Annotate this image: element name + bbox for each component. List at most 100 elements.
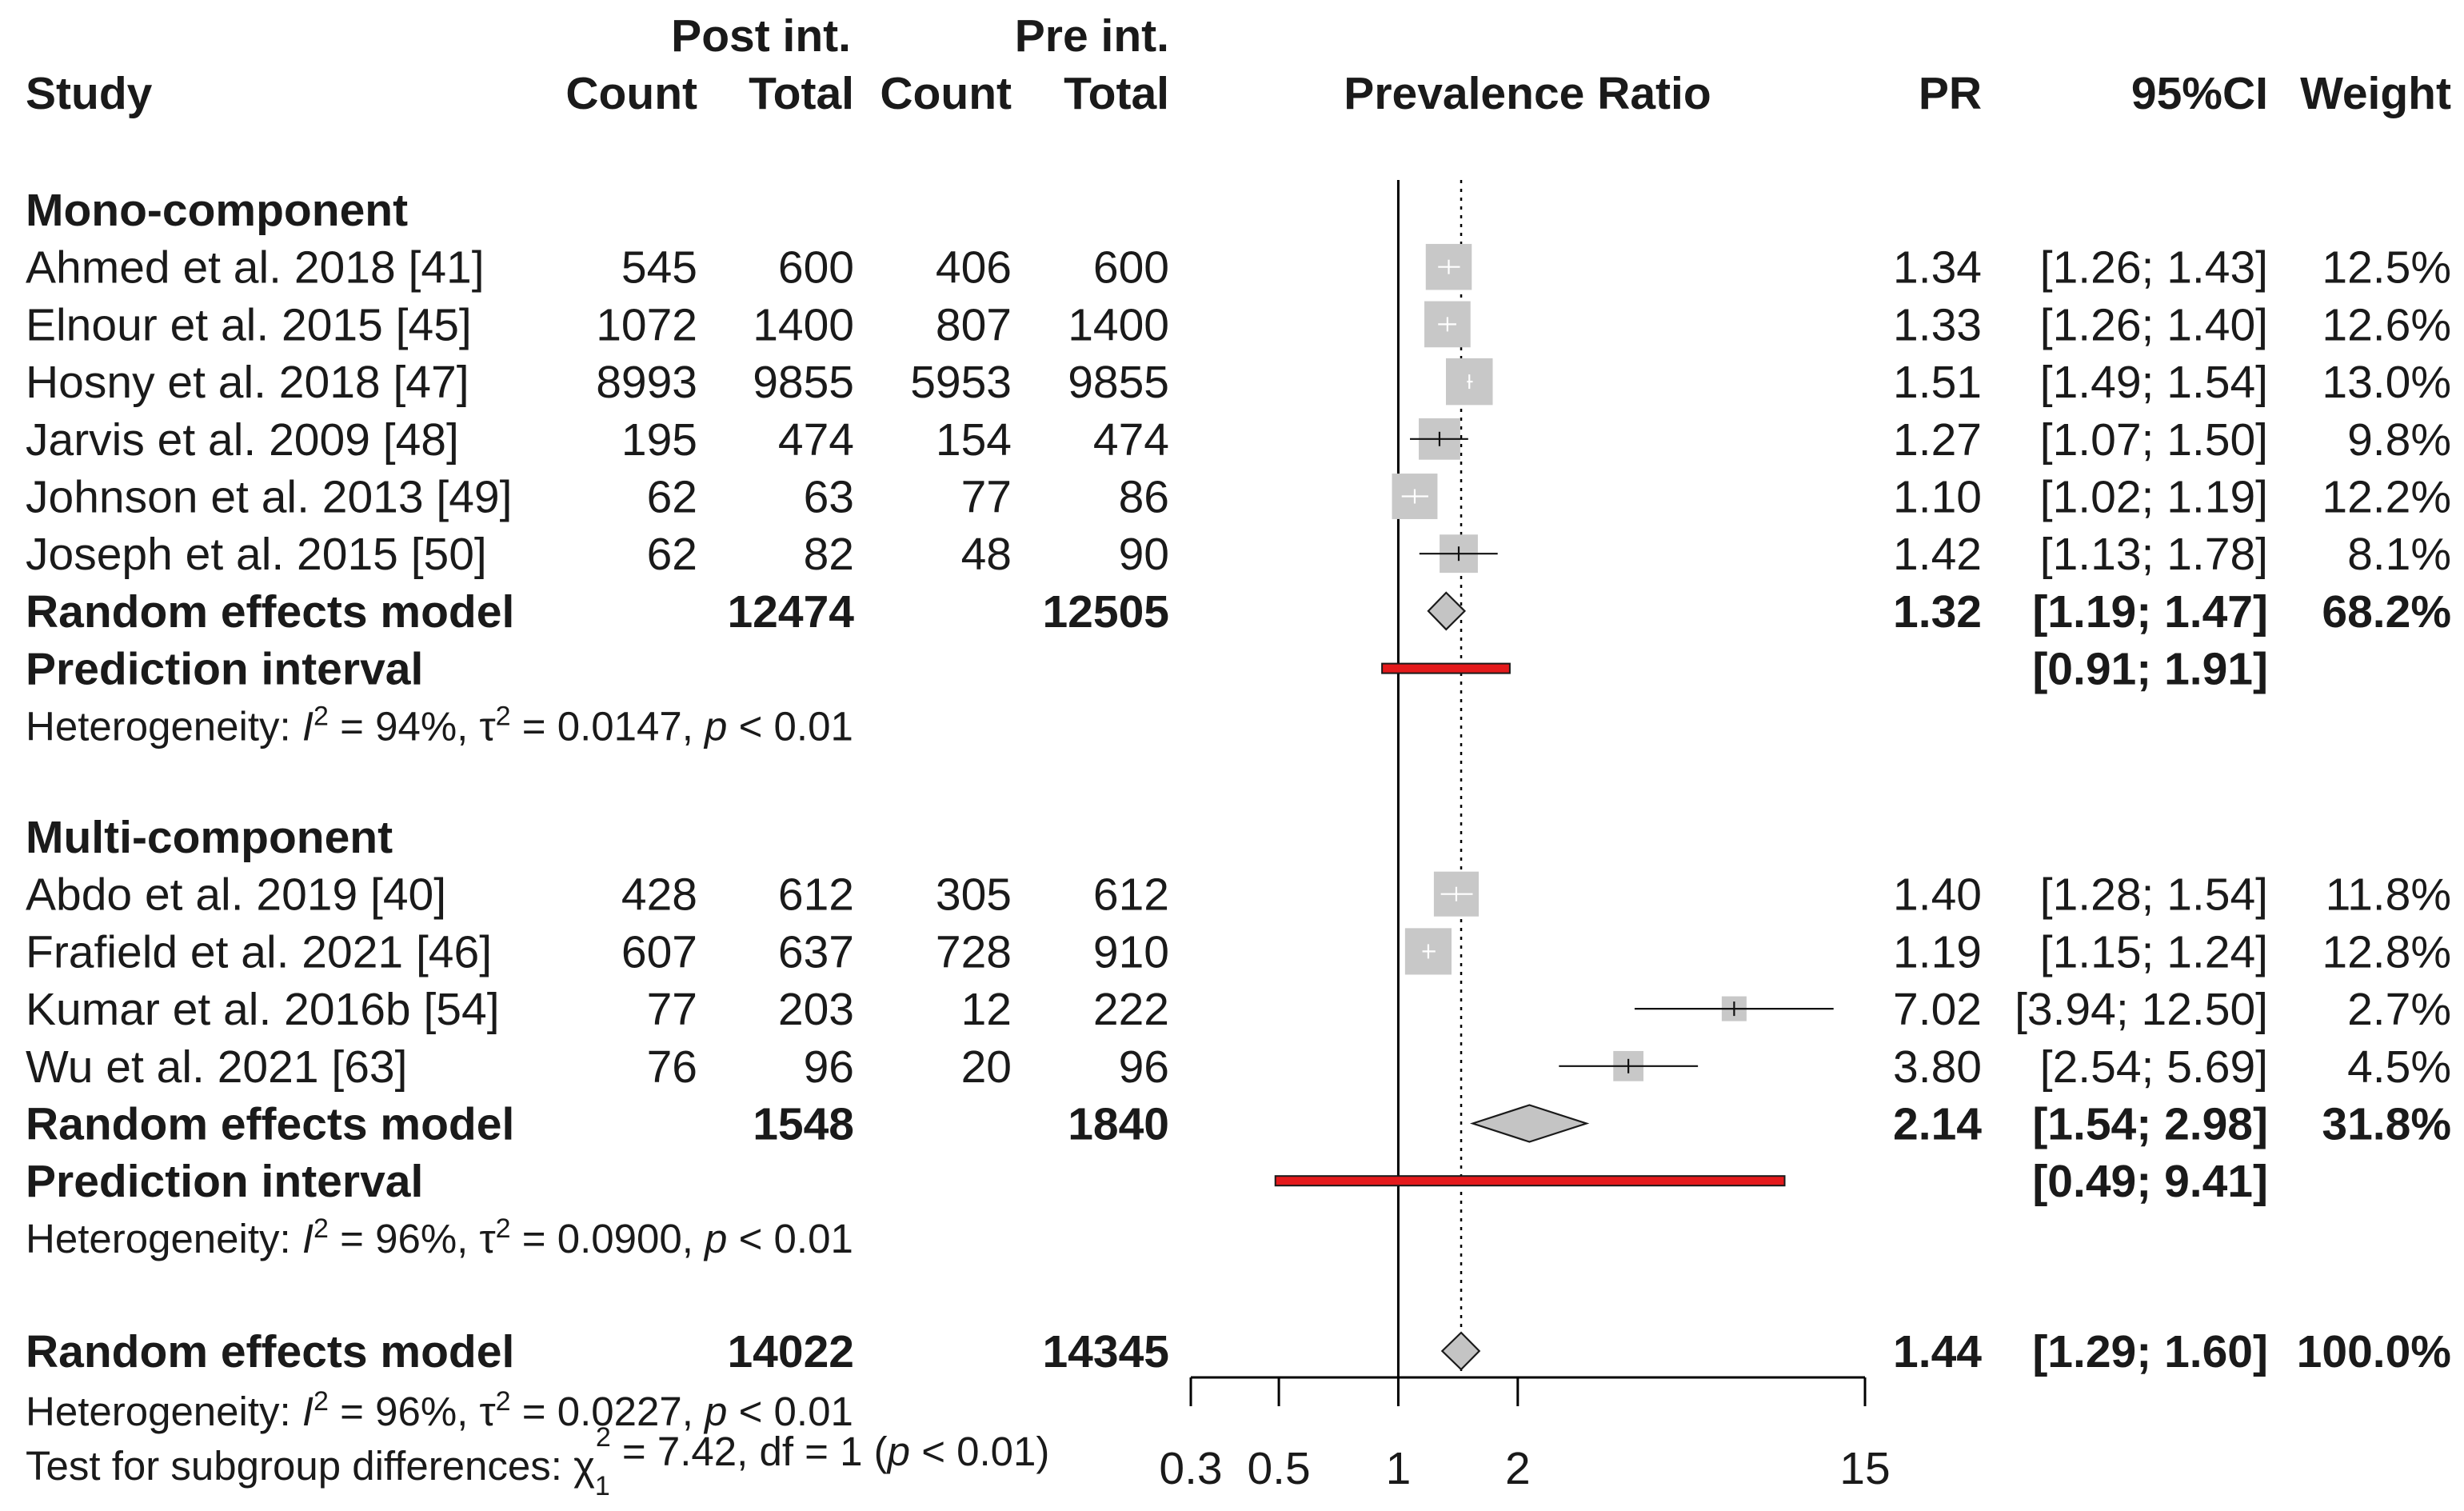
g0-study-0-post-count: 545: [621, 242, 697, 294]
g1-random-ci: [1.54; 2.98]: [2032, 1099, 2268, 1150]
g0-study-2-ci: [1.49; 1.54]: [2040, 357, 2268, 408]
g0-study-2-weight: 13.0%: [2322, 357, 2451, 408]
g1-prediction-label: Prediction interval: [26, 1156, 423, 1207]
g0-study-3-pr: 1.27: [1893, 414, 1982, 466]
g1-study-2-weight: 2.7%: [2347, 984, 2451, 1035]
x-tick-label-4: 15: [1839, 1443, 1890, 1494]
x-tick-label-3: 2: [1505, 1443, 1531, 1494]
g1-random-diamond: [1469, 1104, 1590, 1143]
g1-random-pr: 2.14: [1893, 1099, 1982, 1150]
g1-random-weight: 31.8%: [2322, 1099, 2451, 1150]
overall-heterogeneity: Heterogeneity: I2 = 96%, τ2 = 0.0227, p …: [26, 1386, 853, 1434]
g1-title: Multi-component: [26, 812, 393, 863]
g0-study-5-pre-total: 90: [1119, 529, 1169, 580]
g0-study-5-ci: [1.13; 1.78]: [2040, 529, 2268, 580]
g0-study-4-weight: 12.2%: [2322, 472, 2451, 523]
g1-study-3-pre-total: 96: [1119, 1041, 1169, 1093]
g1-prediction-bar: [1274, 1175, 1786, 1187]
g0-title: Mono-component: [26, 185, 408, 236]
g0-random-pre-total: 12505: [1042, 586, 1169, 638]
g0-study-4-post-count: 62: [647, 472, 697, 523]
header-pre-count: Count: [880, 68, 1012, 119]
g1-study-1-post-count: 607: [621, 926, 697, 977]
g0-study-2-pr: 1.51: [1893, 357, 1982, 408]
g0-study-0-pre-total: 600: [1093, 242, 1169, 294]
g0-study-2-post-total: 9855: [753, 357, 854, 408]
g0-prediction-bar: [1381, 662, 1511, 674]
g1-study-3-post-count: 76: [647, 1041, 697, 1093]
g1-random-pre-total: 1840: [1068, 1099, 1169, 1150]
overall-random-label: Random effects model: [26, 1326, 514, 1377]
subgroup-test: Test for subgroup differences: χ12 = 7.4…: [26, 1422, 1049, 1501]
g1-study-1-ci: [1.15; 1.24]: [2040, 926, 2268, 977]
g0-prediction-label: Prediction interval: [26, 644, 423, 695]
g1-study-3-post-total: 96: [804, 1041, 854, 1093]
header-pre-int: Pre int.: [1015, 10, 1169, 62]
g0-study-3-post-total: 474: [778, 414, 854, 466]
header-pre-total: Total: [1064, 68, 1169, 119]
g0-random-pr: 1.32: [1893, 586, 1982, 638]
g0-study-5-pr: 1.42: [1893, 529, 1982, 580]
g1-study-2-name: Kumar et al. 2016b [54]: [26, 984, 500, 1035]
g0-random-ci: [1.19; 1.47]: [2032, 586, 2268, 638]
g0-study-2-pre-total: 9855: [1068, 357, 1169, 408]
g0-study-5-weight: 8.1%: [2347, 529, 2451, 580]
g1-study-1-post-total: 637: [778, 926, 854, 977]
header-study: Study: [26, 68, 153, 119]
g1-study-3-pr: 3.80: [1893, 1041, 1982, 1093]
g0-study-0-post-total: 600: [778, 242, 854, 294]
g0-prediction-ci: [0.91; 1.91]: [2032, 644, 2268, 695]
g1-study-0-weight: 11.8%: [2326, 869, 2451, 921]
g1-study-1-pr: 1.19: [1893, 926, 1982, 977]
g0-study-4-post-total: 63: [804, 472, 854, 523]
g1-prediction-ci: [0.49; 9.41]: [2032, 1156, 2268, 1207]
g1-random-label: Random effects model: [26, 1099, 514, 1150]
g0-study-1-ci: [1.26; 1.40]: [2040, 299, 2268, 350]
g1-study-1-pre-total: 910: [1093, 926, 1169, 977]
overall-ci: [1.29; 1.60]: [2032, 1326, 2268, 1377]
g0-random-label: Random effects model: [26, 586, 514, 638]
g0-random-post-total: 12474: [727, 586, 854, 638]
g0-study-1-pre-total: 1400: [1068, 299, 1169, 350]
g0-study-0-pr: 1.34: [1893, 242, 1982, 294]
g1-study-0-ci: [1.28; 1.54]: [2040, 869, 2268, 921]
g0-study-3-pre-count: 154: [936, 414, 1012, 466]
g0-study-2-name: Hosny et al. 2018 [47]: [26, 357, 469, 408]
g1-study-1-name: Frafield et al. 2021 [46]: [26, 926, 492, 977]
g0-study-0-name: Ahmed et al. 2018 [41]: [26, 242, 485, 294]
g1-study-2-post-total: 203: [778, 984, 854, 1035]
g1-study-0-post-count: 428: [621, 869, 697, 921]
x-tick-label-2: 1: [1386, 1443, 1412, 1494]
g0-study-1-pr: 1.33: [1893, 299, 1982, 350]
g0-study-3-pre-total: 474: [1093, 414, 1169, 466]
g0-heterogeneity: Heterogeneity: I2 = 94%, τ2 = 0.0147, p …: [26, 701, 853, 749]
g0-study-0-ci: [1.26; 1.43]: [2040, 242, 2268, 294]
g1-study-3-name: Wu et al. 2021 [63]: [26, 1041, 407, 1093]
g1-study-0-pre-total: 612: [1093, 869, 1169, 921]
header-ci: 95%CI: [2131, 68, 2268, 119]
overall-diamond: [1440, 1331, 1481, 1371]
g0-study-1-post-count: 1072: [596, 299, 697, 350]
header-post-count: Count: [565, 68, 697, 119]
g0-study-3-ci: [1.07; 1.50]: [2040, 414, 2268, 466]
g1-study-0-name: Abdo et al. 2019 [40]: [26, 869, 446, 921]
g0-study-0-weight: 12.5%: [2322, 242, 2451, 294]
x-tick-label-1: 0.5: [1247, 1443, 1310, 1494]
g0-study-4-pre-count: 77: [961, 472, 1012, 523]
g0-study-5-name: Joseph et al. 2015 [50]: [26, 529, 487, 580]
g1-study-3-weight: 4.5%: [2347, 1041, 2451, 1093]
g0-study-0-pre-count: 406: [936, 242, 1012, 294]
header-pr: PR: [1919, 68, 1982, 119]
header-post-total: Total: [749, 68, 854, 119]
overall-pre-total: 14345: [1042, 1326, 1169, 1377]
header-post-int: Post int.: [671, 10, 851, 62]
g0-study-1-pre-count: 807: [936, 299, 1012, 350]
g0-study-4-pre-total: 86: [1119, 472, 1169, 523]
g1-random-post-total: 1548: [753, 1099, 854, 1150]
g0-study-4-name: Johnson et al. 2013 [49]: [26, 472, 512, 523]
g1-study-3-ci: [2.54; 5.69]: [2040, 1041, 2268, 1093]
g0-study-1-weight: 12.6%: [2322, 299, 2451, 350]
g1-study-2-pr: 7.02: [1893, 984, 1982, 1035]
g0-study-1-name: Elnour et al. 2015 [45]: [26, 299, 472, 350]
